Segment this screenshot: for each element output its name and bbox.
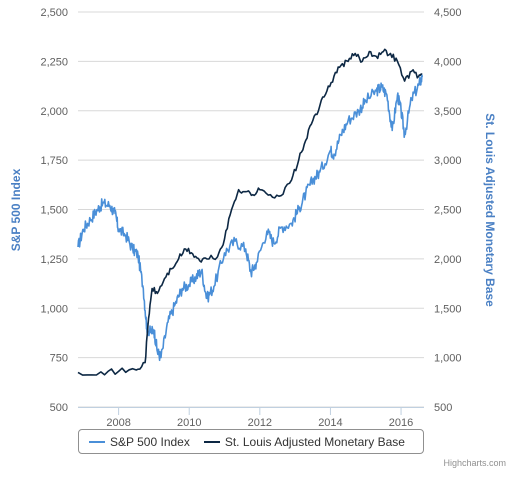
y-right-tick-label: 3,000 (434, 155, 462, 167)
x-tick-label: 2010 (177, 417, 201, 429)
y-axis-right: 500 1,000 1,500 2,000 2,500 3,000 3,500 4,000 4,… (434, 7, 462, 414)
series-lines (77, 48, 423, 376)
y-left-tick-label: 1,250 (40, 254, 68, 266)
y-right-tick-label: 500 (434, 402, 452, 414)
x-tick-label: 2014 (318, 417, 342, 429)
x-tick-label: 2016 (389, 417, 413, 429)
credits-link[interactable]: Highcharts.com (443, 458, 506, 468)
y-left-tick-label: 750 (50, 353, 68, 365)
y-left-tick-label: 2,500 (40, 7, 68, 19)
y-left-tick-label: 2,000 (40, 106, 68, 118)
legend-label-sp500: S&P 500 Index (110, 434, 190, 449)
y-right-tick-label: 1,500 (434, 303, 462, 315)
series-line-sp500 (77, 74, 423, 362)
y-left-tick-label: 1,500 (40, 205, 68, 217)
y-axis-left-title: S&P 500 Index (9, 168, 23, 251)
legend-swatch-monetary-base (203, 440, 220, 443)
legend-item-monetary-base[interactable]: St. Louis Adjusted Monetary Base (203, 434, 405, 449)
y-right-tick-label: 1,000 (434, 353, 462, 365)
y-axis-right-title: St. Louis Adjusted Monetary Base (483, 113, 497, 307)
y-axis-left: 500 750 1,000 1,250 1,500 1,750 2,000 2,250 2,50… (40, 7, 68, 414)
x-tick-label: 2008 (106, 417, 130, 429)
y-right-tick-label: 3,500 (434, 106, 462, 118)
y-left-tick-label: 500 (50, 402, 68, 414)
y-right-tick-label: 4,000 (434, 56, 462, 68)
legend-item-sp500[interactable]: S&P 500 Index (89, 435, 190, 449)
y-right-tick-label: 2,000 (434, 254, 462, 266)
grid-lines (78, 11, 424, 408)
x-axis: 2008 2010 2012 2014 2016 (78, 407, 424, 429)
y-left-tick-label: 1,000 (40, 303, 68, 315)
x-tick-label: 2012 (248, 417, 272, 429)
y-left-tick-label: 1,750 (40, 155, 68, 167)
series-line-monetary-base (77, 48, 423, 376)
y-right-tick-label: 2,500 (434, 205, 462, 217)
legend-label-monetary-base: St. Louis Adjusted Monetary Base (224, 434, 405, 449)
legend-swatch-sp500 (89, 440, 105, 443)
y-left-tick-label: 2,250 (40, 56, 68, 68)
legend: S&P 500 Index St. Louis Adjusted Monetar… (78, 429, 424, 454)
y-right-tick-label: 4,500 (434, 7, 462, 19)
